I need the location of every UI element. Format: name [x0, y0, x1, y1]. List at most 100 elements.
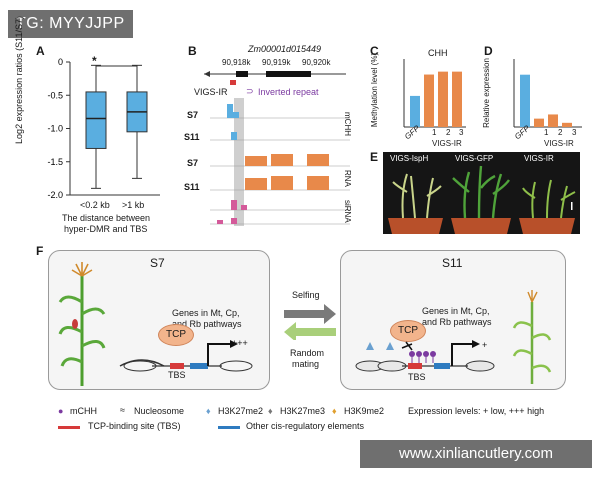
track-signal: [245, 178, 267, 190]
s7-expression-high: +++: [232, 338, 248, 348]
s11-expression-low: +: [482, 340, 488, 350]
track-s7-a: S7: [187, 110, 199, 120]
panel-d-ylabel: Relative expression: [482, 58, 491, 128]
track-signal: [271, 176, 293, 190]
a-ytick-label: 0: [58, 57, 63, 67]
panel-a-boxplot: 0 -0.5 -1.0 -1.5 -2.0: [47, 57, 160, 200]
track-signal: [231, 218, 237, 224]
track-signal: [231, 132, 237, 140]
gene-model: [204, 71, 346, 85]
legend-h3k27me2-icon: ♦: [206, 406, 211, 416]
legend-mchh: mCHH: [70, 406, 97, 416]
legend-h3k27me3-icon: ♦: [268, 406, 273, 416]
bar-2: [438, 71, 448, 127]
panel-d-group-label: VIGS-IR: [544, 139, 574, 148]
track-signal: [307, 176, 329, 190]
bar-3: [452, 71, 462, 127]
track-type-sirna: siRNA: [343, 200, 352, 223]
track-s7-b: S7: [187, 158, 199, 168]
legend-nucleosome-icon: ≈: [120, 405, 125, 415]
track-signal: [217, 220, 223, 224]
bar-1: [534, 118, 544, 127]
selfing-label: Selfing: [292, 290, 320, 300]
track-signal: [271, 154, 293, 166]
transition-arrows: [284, 304, 336, 340]
maize-plant-tall: [58, 262, 106, 386]
legend-expression: Expression levels: + low, +++ high: [408, 406, 545, 416]
s7-tcp: TCP: [158, 324, 194, 346]
s7-tbs: TBS: [168, 370, 186, 380]
random-label-1: Random: [290, 348, 325, 358]
panel-a-xtick-1: <0.2 kb: [80, 200, 110, 210]
s7-genes-1: Genes in Mt, Cp,: [172, 308, 240, 318]
bar-3: [562, 122, 572, 127]
inverted-repeat-arrow: ⊃: [246, 86, 254, 96]
track-signal: [241, 205, 247, 210]
panel-d-xlabel-1: 1: [544, 128, 549, 137]
a-ytick-label: -1.5: [47, 157, 63, 167]
watermark-bottom: www.xinliancutlery.com: [360, 440, 592, 468]
s11-title: S11: [442, 256, 463, 270]
coord-2: 90,919k: [262, 58, 291, 67]
bar-GFP: [410, 95, 420, 127]
panel-label-e: E: [370, 150, 379, 164]
s7-genes-2: and Rb pathways: [172, 319, 242, 329]
panel-label-c: C: [370, 44, 379, 58]
gene-name: Zm00001d015449: [248, 44, 322, 54]
legend-tbs-swatch: [58, 426, 80, 429]
panel-c-xlabel-2: 2: [446, 128, 451, 137]
significance-star: *: [92, 54, 97, 68]
s11-tbs: TBS: [408, 372, 426, 382]
vigs-ir-label: VIGS-IR: [194, 87, 228, 97]
a-ytick-label: -2.0: [47, 190, 63, 200]
s7-title: S7: [150, 256, 165, 270]
panel-d-xlabel-2: 2: [558, 128, 563, 137]
legend-nucleosome: Nucleosome: [134, 406, 185, 416]
inverted-repeat-label: Inverted repeat: [258, 87, 319, 97]
panel-c-xlabel-1: 1: [432, 128, 437, 137]
a-ytick-label: -0.5: [47, 90, 63, 100]
legend-h3k27me2: H3K27me2: [218, 406, 264, 416]
legend-mchh-icon: ●: [58, 406, 64, 416]
track-signal: [245, 156, 267, 166]
photo-label-gfp: VIGS-GFP: [455, 154, 494, 163]
photo-label-isph: VIGS-IspH: [390, 154, 429, 163]
s11-locus-diagram: [355, 340, 495, 372]
watermark-top: TG: MYYJJPP: [8, 10, 133, 38]
panel-a-xlabel-2: hyper-DMR and TBS: [64, 224, 148, 234]
s11-tcp: TCP: [390, 320, 426, 342]
panel-label-a: A: [36, 44, 45, 58]
legend-tcp-site: TCP-binding site (TBS): [88, 421, 181, 431]
panel-label-f: F: [36, 244, 44, 258]
photo-label-ir: VIGS-IR: [524, 154, 554, 163]
panel-d-xlabel-3: 3: [572, 128, 577, 137]
panel-c-group-label: VIGS-IR: [432, 139, 462, 148]
track-type-mchh: mCHH: [343, 112, 352, 136]
bar-2: [548, 114, 558, 127]
panel-c-xlabel-3: 3: [459, 128, 464, 137]
panel-c-ylabel: Methylation level (%): [370, 52, 379, 128]
coord-3: 90,920k: [302, 58, 331, 67]
coord-1: 90,918k: [222, 58, 251, 67]
panel-a-xtick-2: >1 kb: [122, 200, 145, 210]
box: [85, 91, 107, 149]
legend-other: Other cis-regulatory elements: [246, 421, 365, 431]
track-s11-a: S11: [184, 132, 200, 142]
s11-genes-1: Genes in Mt, Cp,: [422, 306, 490, 316]
s11-genes-2: and Rb pathways: [422, 317, 492, 327]
legend-h3k9me2-icon: ♦: [332, 406, 337, 416]
genome-tracks: [210, 98, 350, 226]
track-signal: [307, 154, 329, 166]
panel-label-d: D: [484, 44, 493, 58]
legend-h3k27me3: H3K27me3: [280, 406, 326, 416]
plant-photo: [383, 152, 580, 234]
panel-d-chart: [513, 59, 582, 128]
s7-locus-diagram: [119, 340, 253, 372]
legend-other-swatch: [218, 426, 240, 429]
track-signal: [227, 104, 233, 118]
panel-c-chart: [403, 59, 466, 128]
panel-a-xlabel-1: The distance between: [62, 213, 151, 223]
random-label-2: mating: [292, 359, 320, 369]
track-type-rna: RNA: [343, 170, 352, 187]
a-ytick-label: -1.0: [47, 124, 63, 134]
